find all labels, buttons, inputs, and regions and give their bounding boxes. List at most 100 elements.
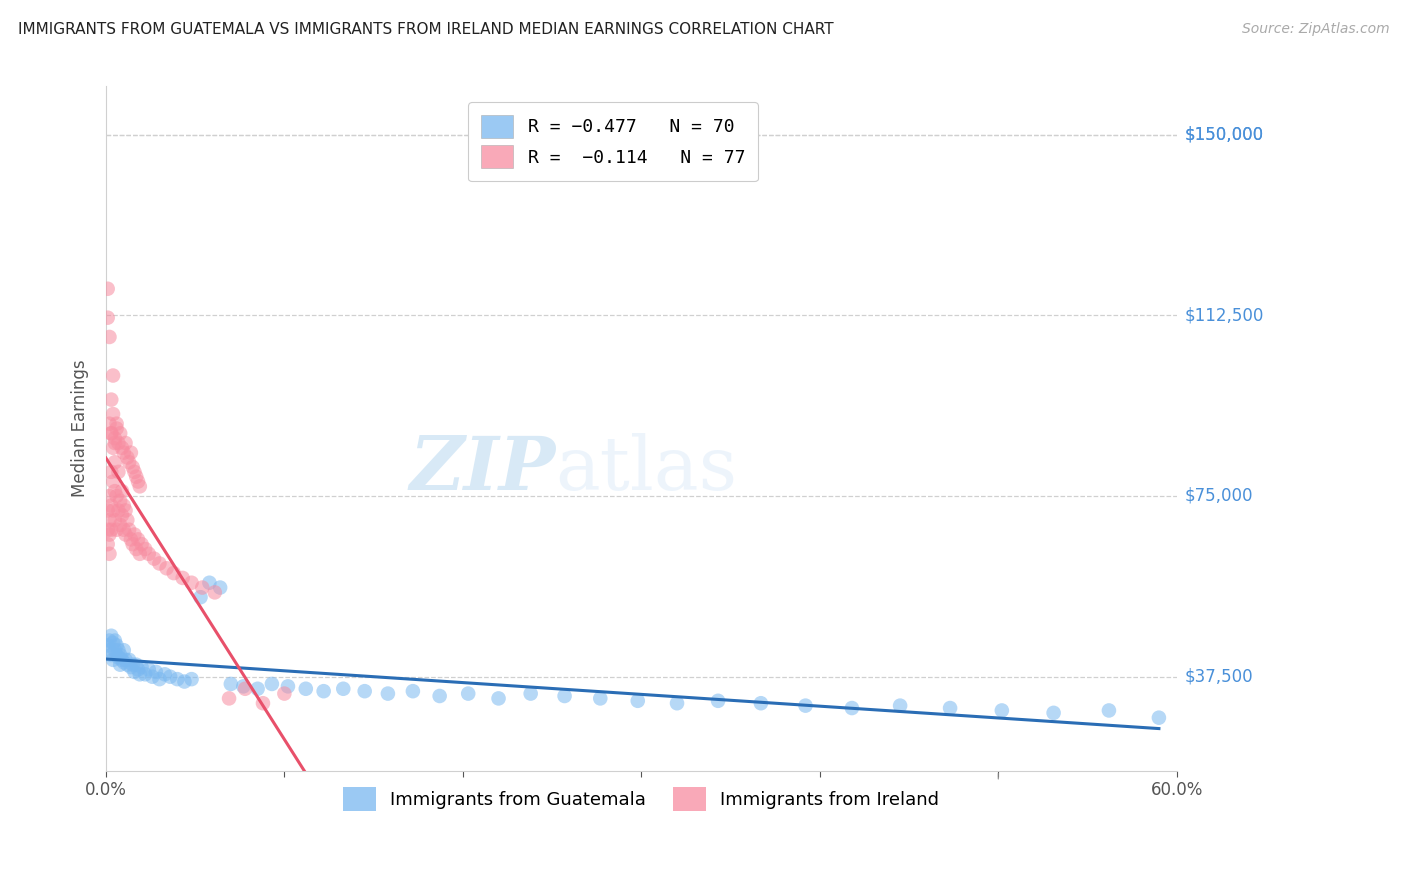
Point bbox=[101, 407, 124, 421]
Point bbox=[97, 310, 120, 325]
Text: $37,500: $37,500 bbox=[1185, 668, 1254, 686]
Point bbox=[124, 665, 146, 679]
Point bbox=[121, 657, 143, 672]
Point bbox=[118, 455, 141, 469]
Point bbox=[100, 648, 122, 662]
Point bbox=[120, 533, 142, 547]
Point bbox=[125, 541, 148, 556]
Point bbox=[233, 681, 256, 696]
Point bbox=[120, 445, 142, 459]
Point bbox=[104, 436, 127, 450]
Point bbox=[111, 484, 134, 499]
Point bbox=[117, 513, 139, 527]
Point bbox=[108, 426, 131, 441]
Point bbox=[112, 643, 135, 657]
Point bbox=[488, 691, 510, 706]
Point bbox=[312, 684, 335, 698]
Point bbox=[105, 417, 128, 431]
Point bbox=[273, 687, 295, 701]
Point bbox=[118, 653, 141, 667]
Point bbox=[104, 513, 127, 527]
Point bbox=[112, 655, 135, 669]
Point bbox=[98, 330, 121, 344]
Text: IMMIGRANTS FROM GUATEMALA VS IMMIGRANTS FROM IRELAND MEDIAN EARNINGS CORRELATION: IMMIGRANTS FROM GUATEMALA VS IMMIGRANTS … bbox=[18, 22, 834, 37]
Point bbox=[252, 696, 274, 710]
Point bbox=[111, 441, 134, 455]
Point bbox=[131, 537, 153, 551]
Point bbox=[97, 523, 120, 537]
Point bbox=[554, 689, 576, 703]
Point bbox=[114, 436, 136, 450]
Point bbox=[627, 694, 650, 708]
Point bbox=[172, 571, 194, 585]
Point bbox=[98, 633, 121, 648]
Point bbox=[457, 687, 479, 701]
Text: $150,000: $150,000 bbox=[1185, 126, 1264, 144]
Point bbox=[260, 677, 283, 691]
Point bbox=[138, 547, 160, 561]
Point bbox=[128, 667, 150, 681]
Point bbox=[105, 648, 128, 662]
Point bbox=[125, 469, 148, 483]
Point bbox=[125, 657, 148, 672]
Point bbox=[118, 523, 141, 537]
Point bbox=[107, 465, 129, 479]
Text: atlas: atlas bbox=[555, 434, 738, 506]
Point bbox=[377, 687, 399, 701]
Point bbox=[1098, 703, 1121, 717]
Point bbox=[155, 561, 177, 575]
Point bbox=[100, 499, 122, 513]
Point bbox=[98, 417, 121, 431]
Point bbox=[1147, 711, 1170, 725]
Point bbox=[232, 679, 254, 693]
Point bbox=[218, 691, 240, 706]
Point bbox=[108, 657, 131, 672]
Point bbox=[107, 643, 129, 657]
Point bbox=[332, 681, 354, 696]
Point bbox=[163, 566, 186, 580]
Text: $75,000: $75,000 bbox=[1185, 487, 1254, 505]
Point bbox=[204, 585, 226, 599]
Point bbox=[127, 663, 149, 677]
Point bbox=[124, 465, 146, 479]
Text: $112,500: $112,500 bbox=[1185, 306, 1264, 325]
Point bbox=[294, 681, 316, 696]
Point bbox=[100, 426, 122, 441]
Point bbox=[114, 503, 136, 517]
Point bbox=[141, 670, 163, 684]
Point bbox=[97, 537, 120, 551]
Point bbox=[159, 670, 181, 684]
Point bbox=[277, 679, 299, 693]
Point bbox=[429, 689, 451, 703]
Point bbox=[98, 513, 121, 527]
Point bbox=[112, 445, 135, 459]
Y-axis label: Median Earnings: Median Earnings bbox=[72, 359, 89, 498]
Point bbox=[138, 663, 160, 677]
Point bbox=[198, 575, 221, 590]
Point bbox=[97, 639, 120, 653]
Point bbox=[107, 650, 129, 665]
Point bbox=[1042, 706, 1064, 720]
Point bbox=[97, 503, 120, 517]
Point bbox=[101, 368, 124, 383]
Point bbox=[131, 660, 153, 674]
Point bbox=[111, 508, 134, 523]
Point bbox=[108, 517, 131, 532]
Point bbox=[114, 653, 136, 667]
Point bbox=[104, 431, 127, 445]
Point bbox=[101, 441, 124, 455]
Point bbox=[143, 551, 166, 566]
Point bbox=[98, 489, 121, 503]
Point bbox=[127, 475, 149, 489]
Point bbox=[191, 581, 214, 595]
Point bbox=[101, 636, 124, 650]
Point bbox=[353, 684, 375, 698]
Point bbox=[124, 527, 146, 541]
Point bbox=[180, 672, 202, 686]
Point bbox=[794, 698, 817, 713]
Point bbox=[111, 653, 134, 667]
Point bbox=[707, 694, 730, 708]
Point bbox=[108, 648, 131, 662]
Point bbox=[190, 591, 212, 605]
Point bbox=[105, 523, 128, 537]
